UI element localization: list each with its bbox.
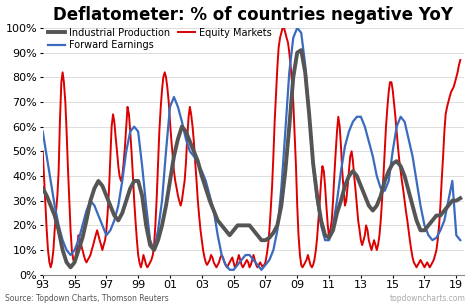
Text: topdowncharts.com: topdowncharts.com (390, 294, 465, 303)
Title: Deflatometer: % of countries negative YoY: Deflatometer: % of countries negative Yo… (54, 5, 454, 23)
Legend: Industrial Production, Forward Earnings, Equity Markets: Industrial Production, Forward Earnings,… (47, 28, 272, 50)
Text: Source: Topdown Charts, Thomson Reuters: Source: Topdown Charts, Thomson Reuters (5, 294, 168, 303)
